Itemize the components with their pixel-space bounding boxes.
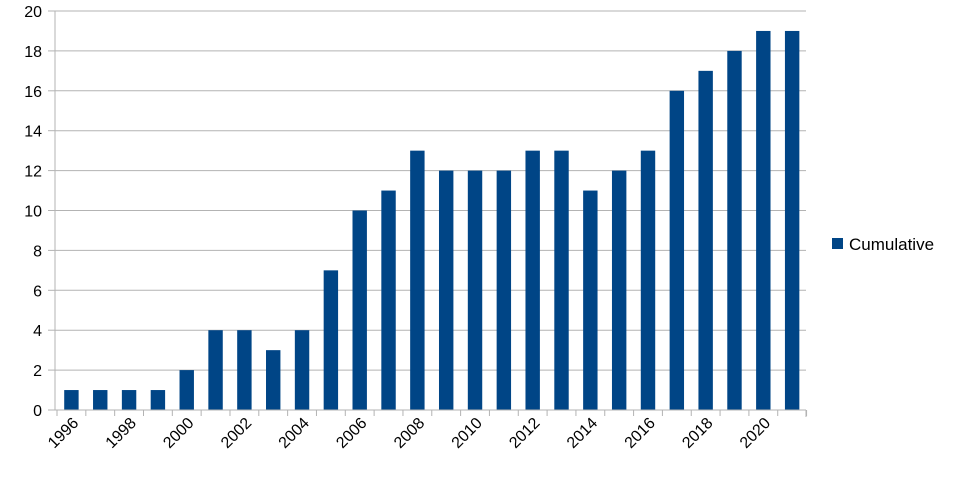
bar [698, 70, 713, 410]
bar [266, 350, 281, 410]
bar [64, 390, 79, 410]
bar [669, 90, 685, 411]
x-tick-label: 2018 [679, 415, 716, 452]
y-tick-label: 10 [24, 204, 42, 221]
bar [611, 170, 627, 410]
y-tick-label: 20 [24, 4, 42, 21]
bars [64, 30, 800, 411]
gridlines [55, 10, 806, 411]
bar [208, 330, 223, 410]
bar [784, 30, 800, 410]
x-tick-label: 2002 [218, 415, 255, 452]
y-tick-label: 12 [24, 164, 42, 181]
x-axis: 1996 1998 2000 2002 2004 2006 2008 2010 2012 2014… [45, 410, 808, 452]
y-tick-label: 2 [33, 363, 42, 380]
bar [352, 210, 367, 410]
axes [54, 11, 807, 417]
x-tick-label: 1998 [103, 415, 140, 452]
y-axis: 0 2 4 6 8 10 12 14 16 18 20 [24, 4, 55, 420]
y-tick-label: 8 [33, 243, 42, 260]
bar [93, 390, 108, 410]
x-tick-label: 2008 [391, 415, 428, 452]
y-tick-label: 4 [33, 323, 42, 340]
x-tick-label: 2020 [737, 415, 774, 452]
bar [294, 330, 310, 410]
bar [121, 390, 137, 410]
x-tick-label: 2014 [564, 415, 601, 452]
bar [583, 190, 598, 410]
x-tick-label: 2000 [160, 415, 197, 452]
bar [496, 170, 512, 410]
legend: Cumulative [832, 235, 934, 254]
bar [381, 190, 396, 410]
bar [150, 390, 166, 410]
bar [179, 370, 194, 410]
bar [323, 270, 339, 410]
y-tick-label: 0 [33, 403, 42, 420]
y-tick-label: 18 [24, 44, 42, 61]
bar [525, 150, 540, 410]
bar [727, 50, 742, 411]
bar [756, 30, 771, 410]
bar [640, 150, 656, 410]
y-tick-label: 16 [24, 84, 42, 101]
x-tick-label: 2010 [449, 415, 486, 452]
bar [554, 150, 569, 410]
legend-label: Cumulative [849, 235, 934, 254]
x-tick-label: 2016 [622, 415, 659, 452]
x-tick-label: 2012 [506, 415, 543, 452]
bar [438, 170, 454, 410]
x-tick-label: 2004 [276, 415, 313, 452]
x-tick-label: 1996 [45, 415, 82, 452]
x-tick-label: 2006 [333, 415, 370, 452]
y-tick-label: 6 [33, 283, 42, 300]
bar [237, 330, 252, 410]
legend-swatch [832, 238, 843, 249]
bar [410, 150, 425, 410]
y-tick-label: 14 [24, 124, 42, 141]
bar [467, 170, 483, 410]
